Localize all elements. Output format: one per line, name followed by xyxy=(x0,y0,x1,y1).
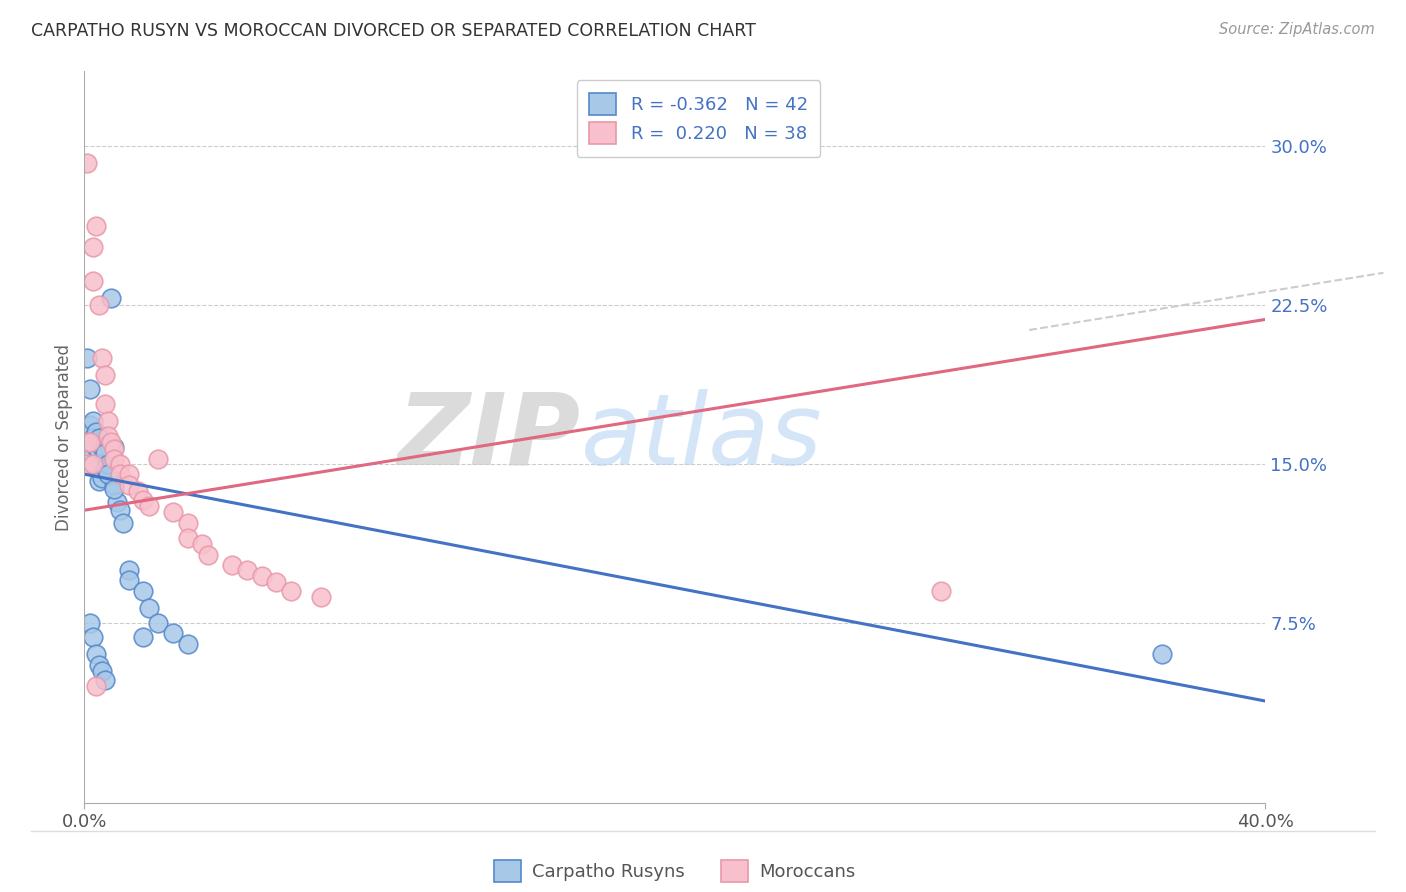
Point xyxy=(197,548,219,562)
Point xyxy=(84,648,107,662)
Point xyxy=(84,425,107,439)
Text: Source: ZipAtlas.com: Source: ZipAtlas.com xyxy=(1219,22,1375,37)
Point xyxy=(103,440,125,454)
Point xyxy=(108,467,131,482)
Point xyxy=(76,155,98,169)
Point xyxy=(79,383,101,397)
Point xyxy=(127,484,149,499)
Point xyxy=(250,569,273,583)
Point xyxy=(76,351,98,365)
Point xyxy=(138,600,160,615)
Point xyxy=(94,673,117,687)
Point xyxy=(91,665,114,679)
Point xyxy=(94,446,117,460)
Point xyxy=(100,435,122,450)
Point xyxy=(91,471,114,485)
Point xyxy=(118,477,141,491)
Point xyxy=(132,583,155,598)
Point xyxy=(82,274,104,288)
Point xyxy=(177,637,200,651)
Point xyxy=(103,442,125,456)
Point xyxy=(118,563,141,577)
Point xyxy=(103,477,125,491)
Point xyxy=(108,457,131,471)
Point xyxy=(266,575,288,590)
Text: atlas: atlas xyxy=(581,389,823,485)
Point xyxy=(87,474,111,488)
Point xyxy=(132,492,155,507)
Y-axis label: Divorced or Separated: Divorced or Separated xyxy=(55,343,73,531)
Point xyxy=(105,494,128,508)
Point xyxy=(82,446,104,460)
Point xyxy=(118,573,141,587)
Point xyxy=(97,414,120,428)
Point xyxy=(177,516,200,530)
Point xyxy=(162,505,184,519)
Point xyxy=(87,658,111,673)
Point xyxy=(91,440,114,454)
Point xyxy=(84,440,107,454)
Point xyxy=(82,631,104,645)
Point xyxy=(76,435,98,450)
Point xyxy=(177,531,200,545)
Point xyxy=(84,219,107,234)
Point xyxy=(191,537,214,551)
Point xyxy=(82,240,104,254)
Point xyxy=(82,457,104,471)
Point xyxy=(132,631,155,645)
Point xyxy=(100,291,122,305)
Point xyxy=(162,626,184,640)
Text: CARPATHO RUSYN VS MOROCCAN DIVORCED OR SEPARATED CORRELATION CHART: CARPATHO RUSYN VS MOROCCAN DIVORCED OR S… xyxy=(31,22,756,40)
Text: ZIP: ZIP xyxy=(398,389,581,485)
Point xyxy=(79,615,101,630)
Point xyxy=(94,368,117,382)
Point xyxy=(309,590,332,604)
Point xyxy=(84,460,107,475)
Point xyxy=(280,583,302,598)
Point xyxy=(138,499,160,513)
Point xyxy=(929,583,952,598)
Point xyxy=(103,452,125,467)
Point xyxy=(79,418,101,433)
Point xyxy=(87,431,111,445)
Point xyxy=(148,615,170,630)
Point xyxy=(1150,648,1173,662)
Legend: Carpatho Rusyns, Moroccans: Carpatho Rusyns, Moroccans xyxy=(488,853,862,888)
Point xyxy=(108,503,131,517)
Point xyxy=(221,558,243,573)
Point xyxy=(91,457,114,471)
Point xyxy=(103,482,125,496)
Point xyxy=(87,460,111,475)
Point xyxy=(148,452,170,467)
Point xyxy=(97,457,120,471)
Point xyxy=(91,351,114,365)
Point xyxy=(97,429,120,443)
Point xyxy=(76,457,98,471)
Point xyxy=(87,297,111,311)
Point xyxy=(82,431,104,445)
Point xyxy=(87,446,111,460)
Point xyxy=(236,563,259,577)
Point xyxy=(79,435,101,450)
Point xyxy=(94,460,117,475)
Point xyxy=(94,397,117,411)
Point xyxy=(111,516,134,530)
Point xyxy=(118,467,141,482)
Point xyxy=(97,467,120,482)
Point xyxy=(84,679,107,693)
Point xyxy=(82,414,104,428)
